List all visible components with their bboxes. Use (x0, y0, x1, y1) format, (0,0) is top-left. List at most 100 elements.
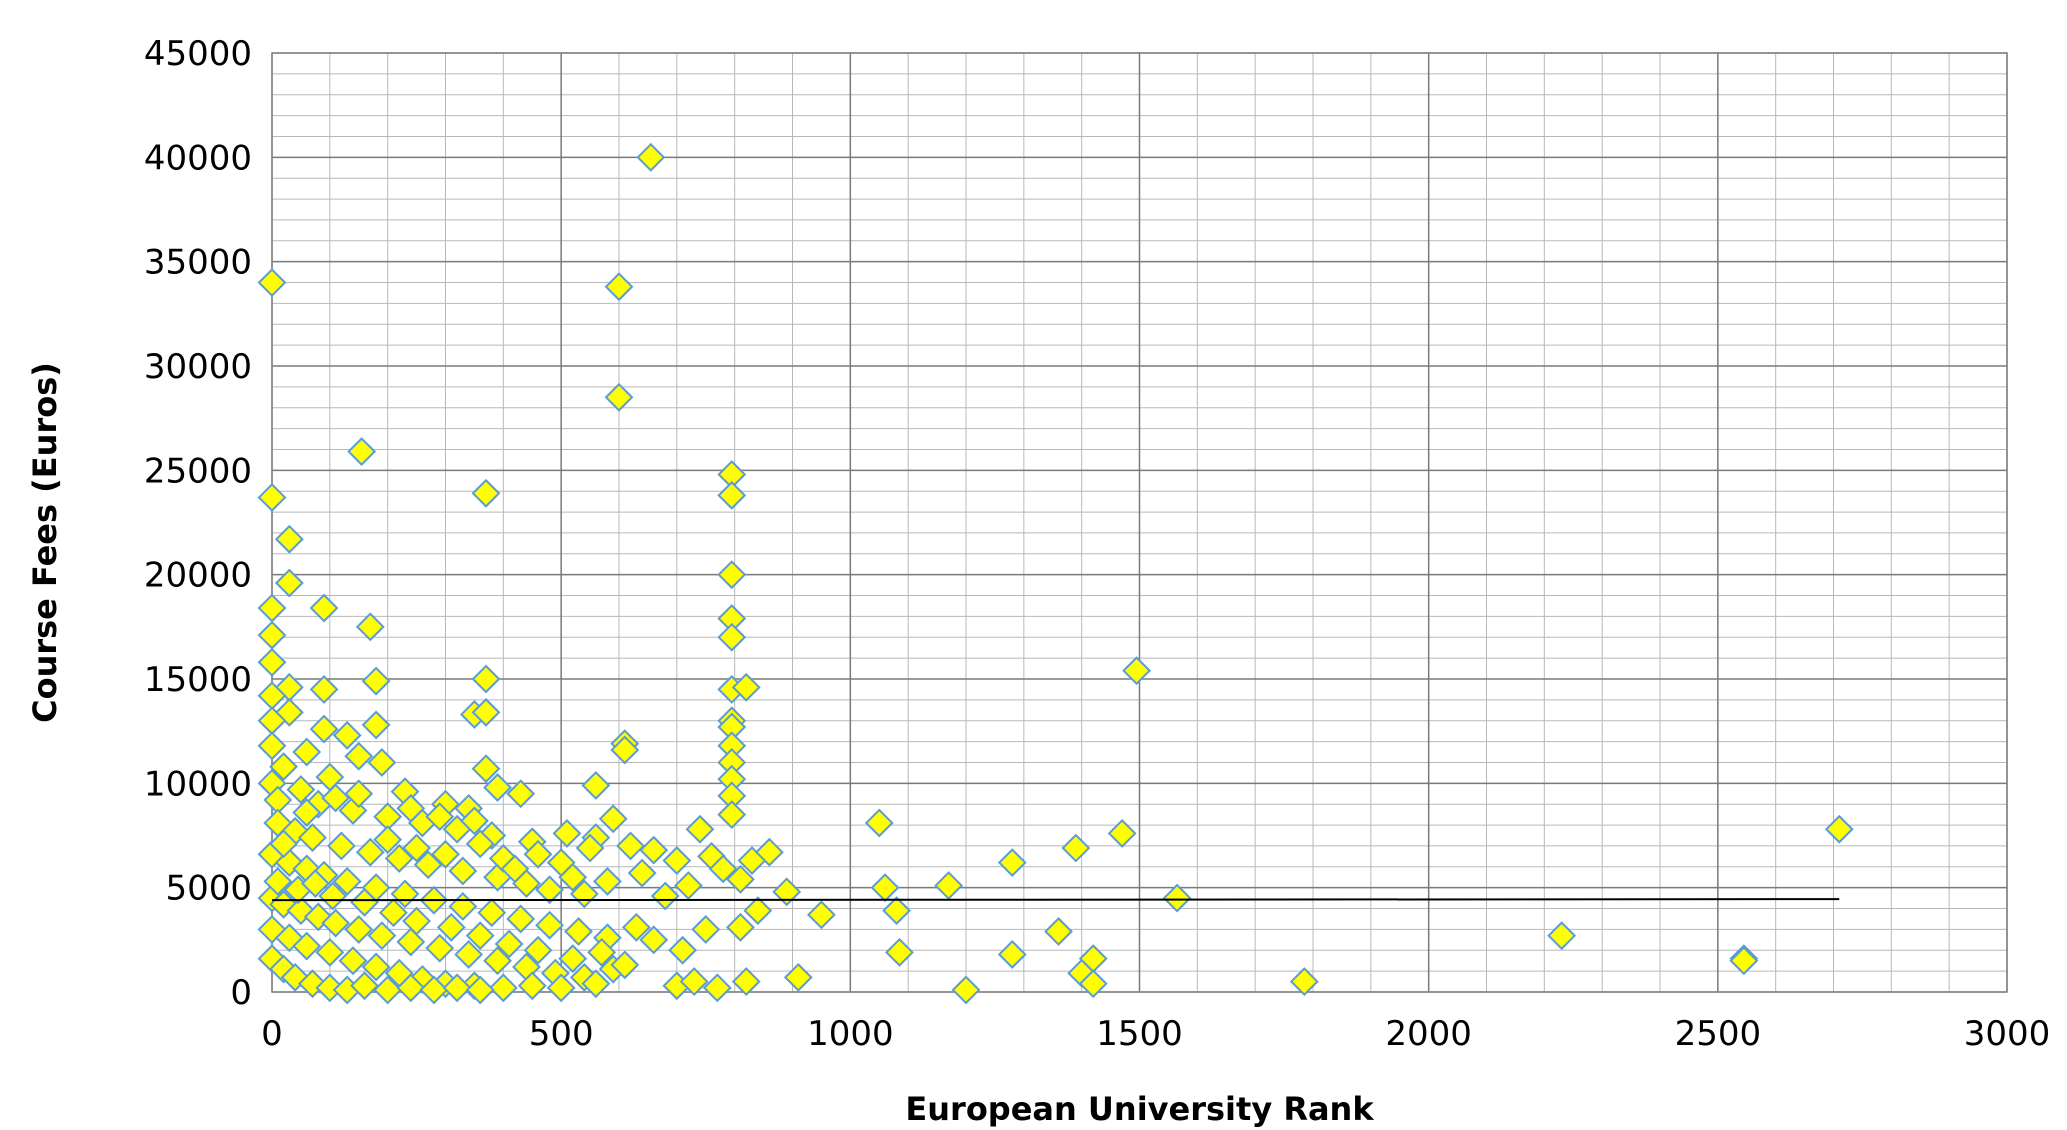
data-point (691, 914, 721, 944)
data-point (257, 268, 287, 297)
data-point (361, 666, 391, 696)
data-point (292, 737, 322, 767)
data-point (471, 697, 501, 727)
data-point (558, 862, 588, 892)
data-point (523, 839, 553, 869)
data-point (309, 714, 339, 744)
y-axis-tick-labels: 0 5000 10000 15000 20000 25000 30000 35000 40000… (144, 34, 252, 1013)
data-point (402, 833, 431, 863)
data-point (332, 866, 362, 896)
data-point (483, 773, 512, 802)
data-point (1729, 946, 1759, 976)
data-point (419, 975, 449, 1005)
data-point (636, 142, 666, 172)
data-point (743, 896, 773, 926)
data-point (685, 814, 715, 844)
data-point (396, 927, 426, 957)
data-point (1824, 814, 1854, 844)
data-point (488, 973, 518, 1003)
data-point (465, 975, 495, 1005)
data-point (717, 800, 747, 830)
data-point (702, 973, 732, 1003)
data-point (321, 908, 351, 938)
data-point (355, 837, 385, 867)
data-point (535, 875, 565, 905)
data-point (882, 896, 912, 926)
data-point (546, 973, 576, 1003)
trendline (271, 898, 1840, 902)
y-tick-label: 45000 (144, 34, 252, 74)
data-point (708, 854, 738, 884)
data-point (523, 935, 553, 965)
data-point (460, 806, 489, 836)
data-point (506, 904, 536, 934)
y-tick-label: 30000 (144, 347, 252, 387)
data-point (639, 835, 669, 865)
data-point (448, 856, 478, 886)
data-point (1289, 967, 1319, 996)
data-point (1107, 818, 1137, 848)
data-point (298, 823, 327, 853)
data-point (326, 831, 356, 861)
data-point (864, 808, 894, 838)
y-tick-label: 5000 (165, 869, 252, 909)
y-tick-label: 20000 (144, 556, 252, 596)
data-point (754, 837, 784, 867)
x-tick-label: 1500 (1096, 1014, 1183, 1054)
x-axis-tick-labels: 0 500 1000 1500 2000 2500 3000 (261, 1014, 2050, 1054)
data-point (347, 437, 377, 466)
data-point (338, 946, 368, 976)
data-point (274, 568, 304, 598)
x-tick-label: 3000 (1964, 1014, 2051, 1054)
data-point (650, 881, 680, 911)
y-tick-label: 35000 (144, 243, 252, 283)
data-point (997, 940, 1027, 969)
data-point (269, 752, 298, 782)
data-point (598, 804, 628, 834)
data-point (668, 935, 698, 965)
data-point (581, 771, 611, 800)
y-tick-label: 40000 (144, 138, 252, 178)
data-point (731, 672, 761, 702)
data-point (616, 831, 645, 861)
x-tick-label: 1000 (807, 1014, 894, 1054)
data-point (934, 871, 964, 900)
data-point (344, 779, 374, 809)
data-point (425, 802, 455, 832)
data-point (483, 946, 512, 976)
y-tick-label: 15000 (144, 660, 252, 700)
data-point (662, 846, 692, 875)
data-point (471, 664, 501, 694)
data-point (436, 912, 466, 942)
data-point (465, 829, 495, 859)
data-point (300, 869, 330, 898)
data-point (269, 829, 298, 859)
data-point (274, 524, 304, 554)
data-point (350, 971, 379, 1001)
data-point (338, 796, 368, 825)
data-point (500, 854, 530, 884)
data-point (425, 933, 455, 963)
data-point (303, 902, 333, 932)
data-point (465, 921, 495, 951)
data-point (361, 952, 391, 982)
data-point (772, 877, 802, 907)
data-point (350, 887, 379, 917)
data-point (379, 898, 408, 928)
data-point (581, 969, 611, 999)
data-point (286, 896, 316, 926)
data-point (783, 962, 813, 992)
data-point (593, 866, 622, 896)
data-point (373, 975, 403, 1005)
data-point (373, 825, 403, 855)
y-tick-label: 10000 (144, 764, 252, 804)
data-point (564, 917, 593, 946)
data-point (610, 735, 640, 765)
data-point (1162, 883, 1192, 913)
data-point (263, 866, 293, 896)
data-point (318, 881, 348, 911)
data-point (361, 710, 391, 740)
data-point (367, 921, 397, 951)
data-point (477, 898, 507, 928)
